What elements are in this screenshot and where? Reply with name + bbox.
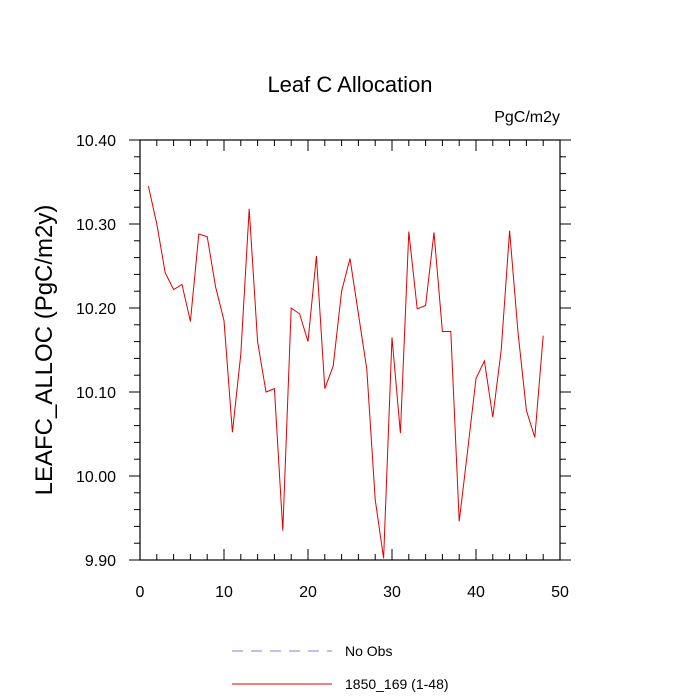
y-tick-label: 10.20 xyxy=(76,301,116,318)
x-tick-label: 0 xyxy=(136,584,145,601)
x-tick-label: 10 xyxy=(215,584,233,601)
legend: No Obs 1850_169 (1-48) xyxy=(232,643,449,692)
series-line xyxy=(147,186,544,559)
x-tick-label: 30 xyxy=(383,584,401,601)
y-axis-label: LEAFC_ALLOC (PgC/m2y) xyxy=(31,205,58,496)
y-tick-label: 10.00 xyxy=(76,469,116,486)
legend-label: No Obs xyxy=(345,643,392,659)
y-tick-label: 10.30 xyxy=(76,217,116,234)
series-layer xyxy=(147,186,544,559)
x-tick-label: 50 xyxy=(551,584,569,601)
units-label: PgC/m2y xyxy=(494,109,560,126)
axis-ticks: 0 10 20 30 40 50 9.90 10.00 10.10 10.20 10.30 10.40 xyxy=(76,133,571,601)
x-tick-label: 40 xyxy=(467,584,485,601)
chart-title: Leaf C Allocation xyxy=(267,72,432,97)
y-tick-label: 10.40 xyxy=(76,133,116,150)
y-tick-label: 10.10 xyxy=(76,385,116,402)
legend-label: 1850_169 (1-48) xyxy=(345,676,449,692)
x-tick-label: 20 xyxy=(299,584,317,601)
plot-frame xyxy=(139,139,561,561)
y-tick-label: 9.90 xyxy=(85,553,116,570)
